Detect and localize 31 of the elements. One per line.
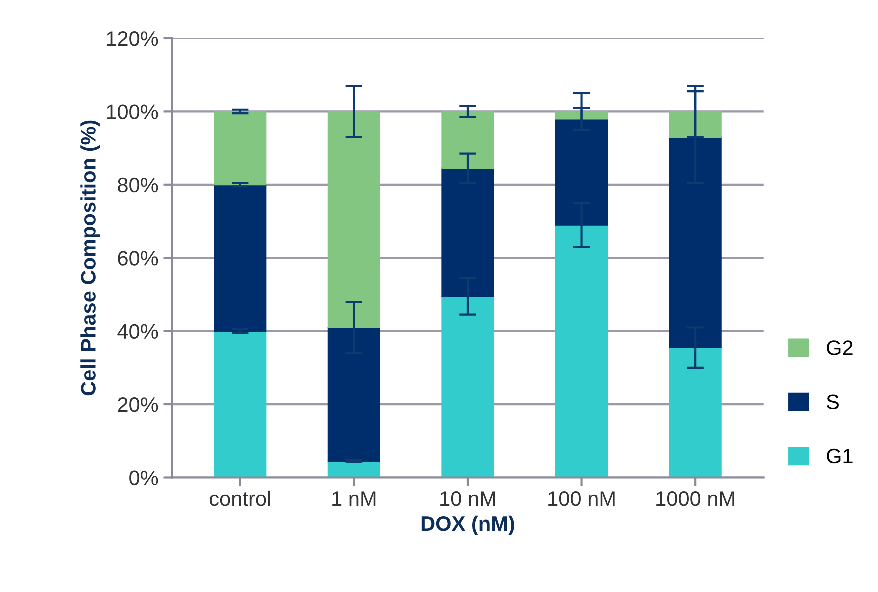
bar [214, 184, 267, 332]
x-tick-label: 1 nM [332, 492, 376, 506]
bar [555, 224, 608, 478]
legend-label: G1 [827, 448, 853, 464]
bar [442, 296, 494, 478]
bar [442, 168, 494, 298]
x-tick-label: 10 nM [440, 491, 496, 506]
legend-label: G2 [827, 340, 853, 356]
y-tick-label: 20% [118, 398, 158, 412]
bar [328, 326, 380, 462]
y-axis-title: Cell Phase Composition (%) [80, 120, 100, 396]
y-tick-label: 0% [130, 470, 158, 486]
x-tick-label: 1000 nM [656, 491, 734, 506]
legend-label: S [826, 394, 839, 410]
bar [328, 110, 380, 328]
y-tick-label: 100% [107, 104, 158, 120]
y-tick-label: 40% [118, 324, 158, 340]
bar [214, 110, 267, 186]
y-tick-label: 80% [118, 178, 158, 193]
bar [669, 110, 722, 138]
x-tick-label: 100 nM [548, 491, 615, 506]
bar [555, 118, 608, 226]
y-tick-label: 60% [118, 251, 158, 266]
x-tick-label: control [210, 490, 270, 506]
bar [669, 347, 722, 478]
bar [555, 110, 608, 120]
bar [442, 110, 494, 170]
bar [669, 136, 722, 348]
bar [214, 330, 267, 478]
y-tick-label: 120% [107, 31, 158, 46]
x-axis-title: DOX (nM) [422, 516, 514, 536]
